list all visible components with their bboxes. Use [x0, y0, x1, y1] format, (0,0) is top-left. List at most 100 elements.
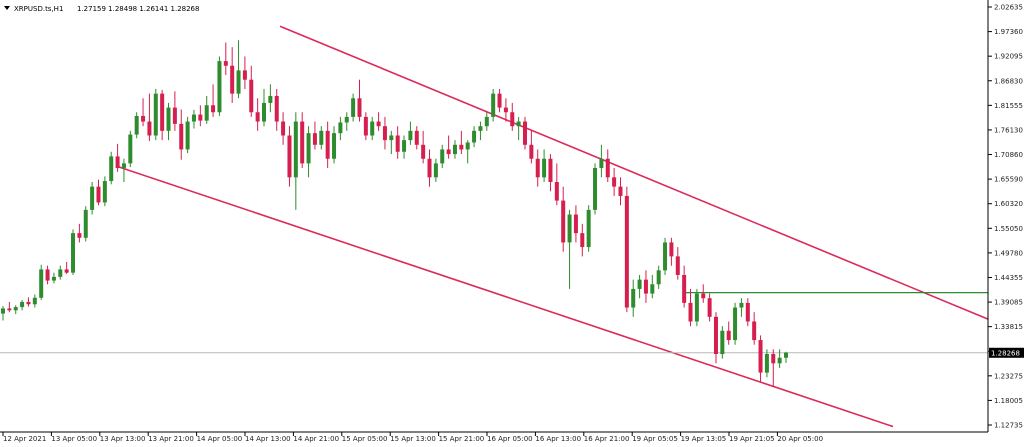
candle-body	[643, 279, 648, 294]
candle	[249, 65, 254, 117]
candle-body	[529, 144, 534, 159]
candle	[510, 102, 515, 131]
candle-body	[427, 158, 432, 178]
candle-body	[771, 354, 776, 364]
candle-body	[733, 307, 738, 341]
candle-body	[39, 269, 44, 298]
candle-body	[675, 256, 680, 275]
candle-body	[593, 168, 598, 210]
candle	[421, 130, 426, 164]
candle-body	[491, 93, 496, 117]
candle-body	[402, 140, 407, 152]
candle-body	[96, 186, 101, 203]
x-tick-label: 13 Apr 05:00	[51, 435, 97, 443]
candle-body	[561, 200, 566, 243]
channel-lower-line[interactable]	[117, 165, 894, 428]
candle	[561, 186, 566, 252]
y-tick-label: 1.60320	[994, 200, 1023, 208]
time-axis[interactable]: 12 Apr 2021 13 Apr 05:00 13 Apr 13:00 13 Ap…	[2, 432, 823, 443]
candle	[694, 288, 699, 327]
candle	[312, 121, 317, 150]
candle-body	[191, 114, 196, 122]
candle	[363, 112, 368, 141]
candle-body	[242, 70, 247, 80]
candle	[281, 112, 286, 145]
candle-body	[650, 284, 655, 294]
candle-body	[605, 158, 610, 178]
candle	[720, 326, 725, 359]
candle-body	[7, 308, 12, 311]
candle-body	[682, 274, 687, 303]
candle-body	[637, 279, 642, 289]
candle-body	[567, 214, 572, 243]
candle	[593, 163, 598, 215]
candle-body	[204, 105, 209, 121]
candle	[465, 140, 470, 164]
candle-body	[370, 121, 375, 136]
candle-body	[726, 330, 731, 341]
candle	[134, 112, 139, 139]
candle	[185, 116, 190, 154]
current-price-tag-bg	[989, 347, 1024, 358]
candle-body	[408, 130, 413, 141]
candlesticks	[1, 40, 788, 387]
candle-body	[459, 144, 464, 150]
candle-body	[141, 115, 146, 122]
candle	[529, 130, 534, 164]
candle-body	[281, 121, 286, 136]
candle	[548, 154, 553, 192]
candle-body	[45, 269, 50, 281]
candle	[408, 121, 413, 145]
candle	[784, 351, 788, 363]
candle-body	[357, 98, 362, 117]
candle-body	[102, 181, 107, 203]
candle	[395, 126, 400, 159]
candle	[1, 306, 5, 321]
candle	[535, 149, 540, 187]
candle-body	[688, 302, 693, 322]
candle	[675, 247, 680, 280]
candle	[96, 179, 101, 206]
candle-body	[701, 293, 706, 299]
candle	[230, 47, 235, 103]
candle	[211, 84, 216, 117]
x-tick-label: 19 Apr 05:05	[632, 435, 678, 443]
candle	[472, 126, 477, 148]
candle-body	[720, 330, 725, 355]
candle	[217, 56, 222, 116]
candle-body	[713, 316, 718, 355]
candle-body	[32, 297, 37, 305]
candle-body	[784, 352, 788, 358]
candle	[764, 349, 769, 378]
channel-upper-line[interactable]	[279, 25, 989, 320]
candle	[663, 237, 668, 275]
candle	[669, 237, 674, 266]
x-tick-label: 13 Apr 21:00	[148, 435, 194, 443]
symbol-label: XRPUSD.ts,H1	[14, 5, 63, 13]
drawn-lines	[0, 25, 989, 428]
candle-body	[166, 107, 171, 131]
candle	[433, 158, 438, 182]
candle	[191, 109, 196, 129]
candle	[573, 205, 578, 243]
candle	[389, 130, 394, 155]
y-tick-label: 1.97360	[994, 28, 1023, 36]
candle-body	[230, 65, 235, 94]
candle-body	[115, 156, 120, 169]
symbol-menu-icon[interactable]	[4, 6, 10, 10]
y-tick-label: 1.55050	[994, 225, 1023, 233]
candle-body	[694, 293, 699, 322]
y-tick-label: 1.76130	[994, 126, 1023, 134]
candle	[478, 121, 483, 141]
candle-body	[618, 186, 623, 196]
candle-body	[624, 195, 629, 308]
candle	[357, 79, 362, 122]
candle	[491, 88, 496, 122]
candle	[631, 279, 636, 317]
candle	[300, 112, 305, 169]
candle	[752, 312, 757, 345]
candle	[71, 229, 76, 275]
candle-body	[631, 288, 636, 308]
